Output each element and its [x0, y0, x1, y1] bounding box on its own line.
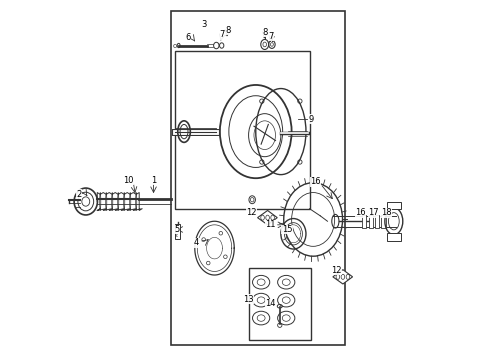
Bar [368, 215, 373, 228]
Bar [375, 215, 379, 228]
Bar [381, 215, 386, 228]
Text: 7: 7 [269, 32, 274, 41]
Text: 13: 13 [243, 294, 254, 303]
Bar [362, 215, 366, 228]
Text: 2: 2 [77, 190, 82, 199]
Text: 6: 6 [185, 33, 190, 42]
Text: 15: 15 [282, 225, 292, 234]
Text: 12: 12 [331, 266, 342, 275]
Polygon shape [258, 211, 277, 225]
Bar [387, 233, 401, 241]
Polygon shape [333, 270, 353, 284]
Bar [387, 202, 401, 210]
Text: 1: 1 [151, 176, 156, 185]
Text: 16: 16 [355, 208, 366, 217]
Text: 17: 17 [368, 208, 379, 217]
Text: 12: 12 [246, 208, 257, 217]
Text: 10: 10 [123, 176, 134, 185]
Text: 5: 5 [174, 225, 179, 234]
Text: 16: 16 [310, 177, 321, 186]
Text: 7: 7 [219, 30, 224, 39]
Text: RTV: RTV [176, 228, 180, 236]
Bar [175, 225, 180, 239]
Text: 9: 9 [309, 114, 314, 123]
Text: 8: 8 [262, 28, 268, 37]
Text: 18: 18 [381, 208, 391, 217]
Text: 8: 8 [225, 26, 230, 35]
Bar [172, 12, 345, 345]
Text: 3: 3 [201, 19, 206, 28]
Bar [248, 268, 311, 339]
Text: o: o [173, 42, 177, 49]
Text: 4: 4 [194, 238, 199, 247]
Bar [175, 51, 310, 209]
Text: 11: 11 [266, 220, 276, 229]
Text: 14: 14 [266, 299, 276, 308]
